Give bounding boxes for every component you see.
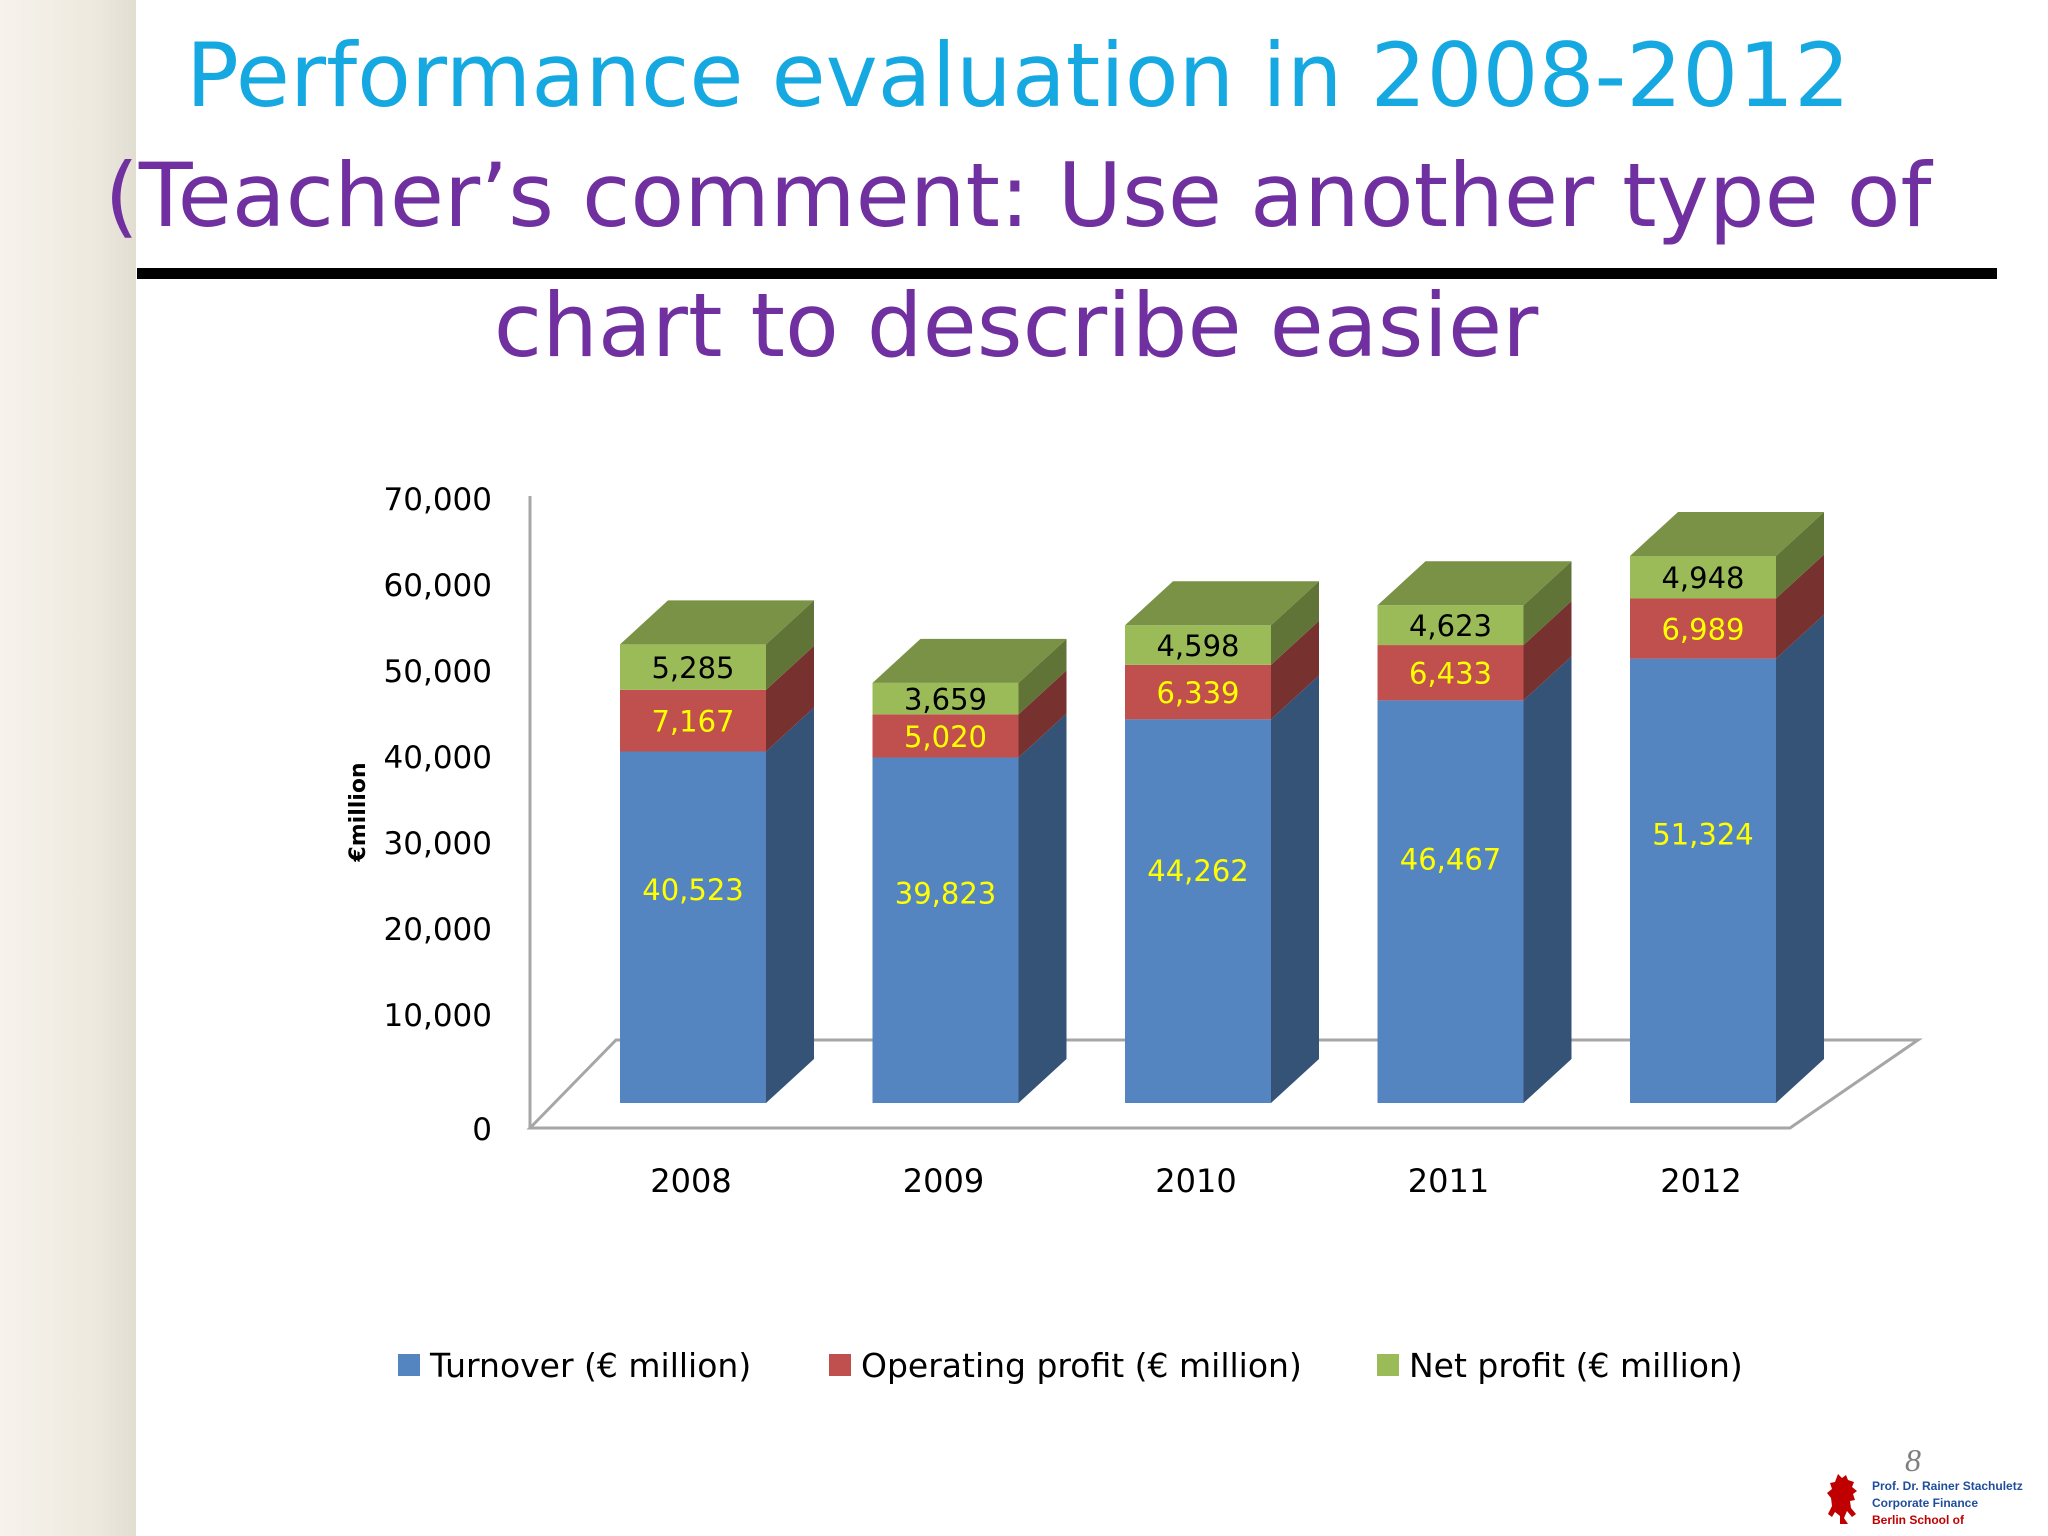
legend-label-net-profit: Net profit (€ million) (1409, 1346, 1743, 1385)
bar-net-profit-2012 (1630, 555, 1776, 599)
data-label-net-profit-2012: 4,948 (1661, 561, 1744, 595)
bar-side-operating-profit-2012 (1776, 554, 1824, 659)
slide-title-line-1: Performance evaluation in 2008-2012 (185, 24, 1851, 127)
y-tick-label: 60,000 (384, 568, 492, 604)
y-axis-title: €million (346, 762, 371, 862)
data-label-net-profit-2010: 4,598 (1156, 629, 1239, 663)
legend-label-operating-profit: Operating profit (€ million) (861, 1346, 1302, 1385)
data-label-net-profit-2008: 5,285 (651, 651, 734, 685)
bar-side-turnover-2008 (766, 707, 814, 1103)
bar-net-profit-2008 (620, 644, 766, 690)
y-tick-label: 70,000 (384, 482, 492, 518)
y-tick-label: 30,000 (384, 826, 492, 862)
bar-turnover-2012 (1630, 658, 1776, 1103)
data-label-turnover-2012: 51,324 (1652, 817, 1753, 851)
x-tick-label: 2011 (1408, 1162, 1489, 1200)
bar-side-net-profit-2011 (1523, 561, 1572, 646)
bar-net-profit-2009 (872, 682, 1019, 715)
bar-top-2009 (872, 638, 1067, 683)
slide-title-line-3: chart to describe easier (493, 274, 1539, 377)
bar-side-turnover-2011 (1523, 656, 1572, 1103)
bar-turnover-2009 (872, 757, 1019, 1103)
footer-line-3: Berlin School of (1872, 1513, 1965, 1527)
slide-title-line-2: (Teacher’s comment: Use another type of (104, 144, 1932, 247)
x-tick-label: 2010 (1155, 1162, 1236, 1200)
legend-swatch-operating-profit (829, 1354, 851, 1376)
bar-side-operating-profit-2008 (766, 645, 814, 752)
data-label-turnover-2008: 40,523 (642, 873, 743, 907)
data-label-turnover-2011: 46,467 (1400, 842, 1501, 876)
bar-turnover-2010 (1125, 719, 1271, 1103)
bar-side-turnover-2010 (1271, 675, 1319, 1103)
y-tick-label: 50,000 (384, 654, 492, 690)
bar-side-operating-profit-2010 (1271, 620, 1319, 720)
bar-side-turnover-2009 (1018, 713, 1067, 1103)
bar-net-profit-2011 (1377, 605, 1524, 646)
bar-side-operating-profit-2011 (1523, 601, 1572, 701)
bar-net-profit-2010 (1125, 625, 1271, 665)
bar-operating-profit-2010 (1125, 664, 1271, 720)
x-tick-label: 2012 (1660, 1162, 1741, 1200)
bar-operating-profit-2008 (620, 689, 766, 752)
bar-side-operating-profit-2009 (1018, 670, 1067, 758)
bar-side-net-profit-2010 (1271, 581, 1319, 665)
data-label-operating-profit-2010: 6,339 (1156, 676, 1239, 710)
data-label-operating-profit-2009: 5,020 (904, 720, 987, 754)
footer-line-2: Corporate Finance (1872, 1496, 1979, 1510)
data-label-net-profit-2011: 4,623 (1409, 609, 1492, 643)
legend-label-turnover: Turnover (€ million) (429, 1346, 751, 1385)
y-tick-label: 10,000 (384, 998, 492, 1034)
legend-swatch-turnover (398, 1354, 420, 1376)
footer-credit: Prof. Dr. Rainer Stachuletz Corporate Fi… (1872, 1478, 2023, 1529)
data-label-operating-profit-2008: 7,167 (651, 705, 734, 739)
data-label-turnover-2009: 39,823 (895, 877, 996, 911)
legend-swatch-net-profit (1377, 1354, 1399, 1376)
bar-side-net-profit-2012 (1776, 511, 1824, 599)
y-tick-label: 20,000 (384, 912, 492, 948)
data-label-operating-profit-2011: 6,433 (1409, 657, 1492, 691)
bar-operating-profit-2011 (1377, 645, 1524, 701)
bar-turnover-2008 (620, 751, 766, 1103)
footer-line-1: Prof. Dr. Rainer Stachuletz (1872, 1479, 2023, 1493)
title-divider-rule (137, 268, 1997, 279)
bar-operating-profit-2009 (872, 714, 1019, 758)
slide-left-strip (0, 0, 136, 1536)
bar-side-turnover-2012 (1776, 614, 1824, 1103)
bar-turnover-2011 (1377, 700, 1524, 1103)
data-label-net-profit-2009: 3,659 (904, 683, 987, 717)
y-tick-label: 0 (472, 1112, 492, 1148)
x-tick-label: 2009 (903, 1162, 984, 1200)
bar-top-2011 (1377, 561, 1572, 606)
bar-top-2008 (620, 600, 814, 645)
bar-top-2012 (1630, 511, 1824, 556)
page-number: 8 (1905, 1442, 1921, 1478)
data-label-turnover-2010: 44,262 (1147, 854, 1248, 888)
x-tick-label: 2008 (650, 1162, 731, 1200)
bar-top-2010 (1125, 581, 1319, 626)
data-label-operating-profit-2012: 6,989 (1661, 613, 1744, 647)
y-tick-label: 40,000 (384, 740, 492, 776)
bar-operating-profit-2012 (1630, 598, 1776, 659)
berlin-bear-logo-icon (1827, 1474, 1857, 1524)
bar-side-net-profit-2009 (1018, 638, 1067, 715)
bar-side-net-profit-2008 (766, 600, 814, 690)
